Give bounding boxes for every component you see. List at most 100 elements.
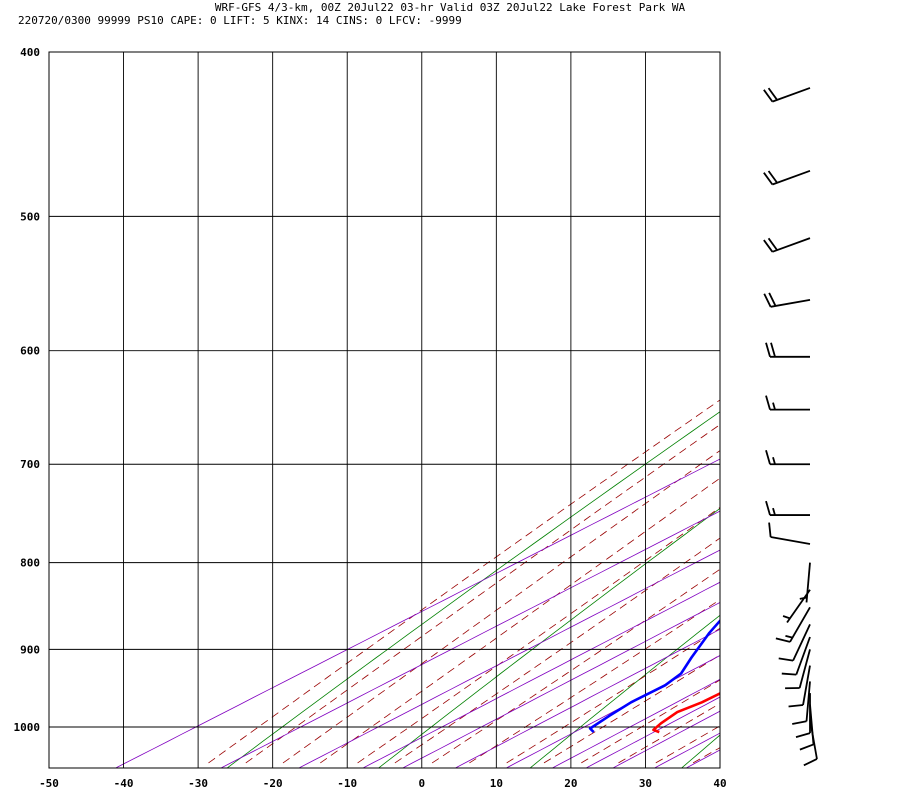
mixing-ratio-line <box>653 732 720 768</box>
moist-adiabat-line <box>431 568 720 764</box>
sounding-profiles <box>588 618 720 734</box>
wind-barb-staff <box>805 681 811 722</box>
wind-barb-feather <box>795 732 811 738</box>
moist-adiabats <box>208 52 900 764</box>
wind-barb <box>768 522 811 545</box>
mixing-ratio-line <box>585 696 720 768</box>
moist-adiabat-line <box>357 506 720 764</box>
wind-barbs-column <box>763 87 818 767</box>
moist-adiabat-line <box>506 627 720 764</box>
wind-barb-feather <box>788 704 804 708</box>
wind-barb-staff <box>795 636 811 675</box>
wind-barb-feather <box>775 637 791 643</box>
temperature-tick-label: -50 <box>39 777 59 790</box>
wind-barb <box>765 395 810 411</box>
wind-barb <box>803 719 818 767</box>
wind-barb <box>788 665 811 708</box>
mixing-ratio-line <box>298 549 720 768</box>
moist-adiabat-line <box>581 679 720 764</box>
wind-barb-feather <box>765 395 771 410</box>
wind-barb-staff <box>770 298 811 308</box>
wind-barb-feather <box>778 657 794 662</box>
wind-barb-staff <box>792 624 811 662</box>
dry-adiabat-line <box>529 614 720 768</box>
chart-title: WRF-GFS 4/3-km, 00Z 20Jul22 03-hr Valid … <box>215 1 686 14</box>
temperature-tick-label: 30 <box>639 777 652 790</box>
wind-barb <box>775 606 811 643</box>
wind-barb-staff <box>786 589 811 624</box>
mixing-ratio-line <box>454 628 720 768</box>
wind-barb-half-feather <box>782 615 791 620</box>
wind-barb <box>785 649 811 690</box>
wind-barb-staff <box>809 719 818 760</box>
pressure-tick-label: 400 <box>20 46 40 59</box>
wind-barb <box>765 450 810 466</box>
wind-barb-half-feather <box>772 507 776 516</box>
pressure-tick-label: 500 <box>20 210 40 223</box>
wind-barb <box>778 624 811 662</box>
temperature-tick-label: 10 <box>490 777 503 790</box>
wind-barb-staff <box>805 562 811 603</box>
moist-adiabat-line <box>543 654 720 764</box>
pressure-axis-labels: 400 500 600 700 800 900 1000 <box>14 46 41 734</box>
wind-barb-staff <box>772 237 811 253</box>
wind-barb <box>763 237 811 253</box>
wind-barb-half-feather <box>785 634 793 639</box>
wind-barb-staff <box>772 87 811 103</box>
wind-barb-feather <box>799 743 814 751</box>
temperature-tick-label: 0 <box>418 777 425 790</box>
pressure-tick-label: 1000 <box>14 721 41 734</box>
mixing-ratio-line <box>362 581 720 768</box>
temperature-tick-label: 40 <box>713 777 726 790</box>
temperature-profile-line <box>652 692 720 734</box>
temperature-tick-label: -40 <box>114 777 134 790</box>
mixing-ratio-line <box>551 678 720 768</box>
mixing-ratio-line <box>612 710 720 768</box>
pressure-tick-label: 800 <box>20 557 40 570</box>
mixing-ratio-line <box>685 749 720 768</box>
mixing-ratio-lines <box>114 458 720 768</box>
dry-adiabat-line <box>377 507 720 768</box>
temperature-tick-label: -10 <box>337 777 357 790</box>
wind-barb <box>792 681 811 725</box>
mixing-ratio-line <box>220 510 720 768</box>
station-indices-line: 220720/0300 99999 PS10 CAPE: 0 LIFT: 5 K… <box>18 14 462 27</box>
wind-barb <box>765 500 810 516</box>
moist-adiabat-line <box>618 703 720 764</box>
moist-adiabat-line <box>692 747 720 764</box>
wind-barb-feather <box>768 522 772 538</box>
wind-barb-feather <box>770 342 776 358</box>
wind-barb-staff <box>789 606 811 643</box>
wind-barb-staff <box>802 665 811 706</box>
temperature-tick-label: -20 <box>263 777 283 790</box>
wind-barb-feather <box>763 89 774 103</box>
pressure-tick-label: 600 <box>20 345 40 358</box>
wind-barb-feather <box>767 170 778 184</box>
wind-barb-staff <box>798 649 811 689</box>
wind-barb-feather <box>767 237 778 251</box>
plot-frame <box>48 51 721 769</box>
mixing-ratio-line <box>401 602 720 768</box>
wind-barb-half-feather <box>772 402 776 410</box>
isotherm-isobar-grid <box>49 52 720 768</box>
moist-adiabat-line <box>469 599 720 764</box>
wind-barb <box>765 342 810 358</box>
wind-barb <box>782 589 811 624</box>
dry-adiabat-line <box>680 734 720 768</box>
wind-barb-feather <box>765 500 771 516</box>
pressure-tick-label: 900 <box>20 643 40 656</box>
dry-adiabats <box>226 14 900 770</box>
wind-barb-feather <box>763 172 774 186</box>
mixing-ratio-line <box>114 458 720 768</box>
wind-barb-feather <box>792 720 807 725</box>
pressure-tick-label: 700 <box>20 458 40 471</box>
wind-barb-feather <box>803 758 818 767</box>
wind-barb <box>763 169 811 186</box>
wind-barb-feather <box>781 672 797 676</box>
moist-adiabat-line <box>320 477 720 764</box>
wind-barb-feather <box>768 292 777 307</box>
dry-adiabat-line <box>831 14 900 770</box>
moist-adiabat-line <box>730 52 900 763</box>
dry-adiabat-line <box>226 411 720 768</box>
